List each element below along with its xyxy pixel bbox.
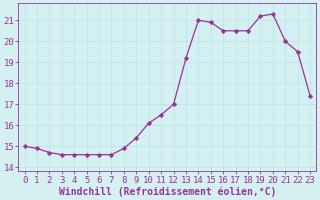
X-axis label: Windchill (Refroidissement éolien,°C): Windchill (Refroidissement éolien,°C)	[59, 186, 276, 197]
